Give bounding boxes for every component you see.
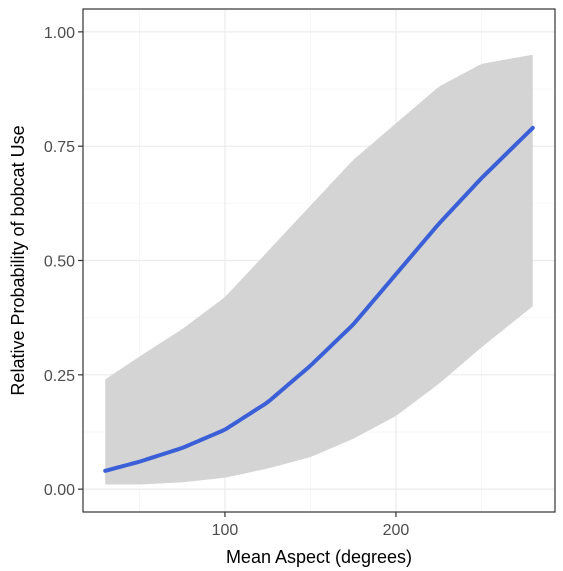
- y-tick-label: 0.50: [44, 254, 75, 271]
- y-tick-label: 0.00: [44, 482, 75, 499]
- x-axis-title: Mean Aspect (degrees): [226, 547, 412, 567]
- x-tick-labels: 100 200: [212, 522, 410, 539]
- y-tick-label: 0.25: [44, 368, 75, 385]
- fitted-line: [103, 125, 535, 473]
- confidence-band: [105, 54, 533, 485]
- y-tick-labels: 0.00 0.25 0.50 0.75 1.00: [44, 25, 75, 499]
- y-axis-title: Relative Probability of bobcat Use: [8, 125, 28, 395]
- x-tick-label: 100: [212, 522, 239, 539]
- y-tick-label: 1.00: [44, 25, 75, 42]
- x-tick-label: 200: [383, 522, 410, 539]
- y-tick-label: 0.75: [44, 139, 75, 156]
- axis-ticks: [78, 31, 397, 517]
